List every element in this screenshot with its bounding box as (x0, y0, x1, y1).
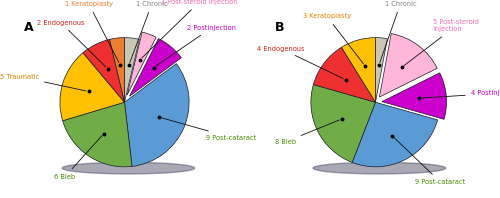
Wedge shape (382, 73, 446, 119)
Wedge shape (311, 85, 376, 163)
Wedge shape (60, 53, 124, 121)
Wedge shape (127, 32, 156, 95)
Text: 5 Traumatic: 5 Traumatic (0, 74, 86, 91)
Wedge shape (352, 102, 438, 167)
Ellipse shape (62, 162, 194, 174)
Wedge shape (62, 102, 132, 167)
Wedge shape (110, 38, 124, 102)
Wedge shape (83, 39, 124, 102)
Text: 1 Chronic: 1 Chronic (380, 1, 416, 62)
Wedge shape (124, 64, 189, 166)
Wedge shape (130, 39, 182, 96)
Text: 5 Post-steroid
injection: 5 Post-steroid injection (404, 19, 479, 66)
Text: 4 Postinjection: 4 Postinjection (422, 90, 500, 98)
Text: 1 Post-steroid injection: 1 Post-steroid injection (142, 0, 238, 58)
Wedge shape (314, 47, 376, 102)
Ellipse shape (313, 162, 446, 174)
Text: 6 Bleb: 6 Bleb (54, 136, 102, 180)
Text: 2 Endogenous: 2 Endogenous (37, 20, 106, 67)
Text: 8 Bleb: 8 Bleb (274, 120, 340, 145)
Wedge shape (342, 38, 376, 102)
Text: 3 Keratoplasty: 3 Keratoplasty (303, 13, 364, 64)
Text: A: A (24, 21, 34, 34)
Text: 9 Post-cataract: 9 Post-cataract (162, 118, 256, 141)
Text: 1 Keratoplasty: 1 Keratoplasty (65, 1, 119, 63)
Wedge shape (376, 38, 388, 102)
Text: 2 Postinjection: 2 Postinjection (156, 25, 236, 66)
Wedge shape (124, 38, 140, 102)
Text: 9 Post-cataract: 9 Post-cataract (394, 138, 466, 185)
Text: B: B (276, 21, 285, 34)
Text: 1 Chronic: 1 Chronic (130, 1, 168, 62)
Text: 4 Endogenous: 4 Endogenous (257, 46, 343, 78)
Wedge shape (380, 34, 437, 97)
